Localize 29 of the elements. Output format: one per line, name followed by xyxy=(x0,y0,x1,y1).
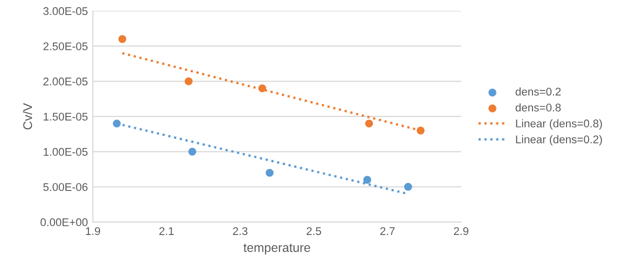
point xyxy=(416,126,425,135)
point xyxy=(184,77,193,86)
y-tick-label: 2.50E-05 xyxy=(43,42,88,50)
x-axis-title: temperature xyxy=(244,244,310,254)
x-tick-label: 2.5 xyxy=(306,227,322,236)
point xyxy=(266,168,274,177)
point xyxy=(188,148,196,156)
y-tick-label: 3.00E-05 xyxy=(43,7,88,16)
x-tick-label: 2.7 xyxy=(380,227,395,235)
point xyxy=(258,84,266,92)
point xyxy=(365,120,374,128)
x-tick-label: 2.9 xyxy=(454,227,468,236)
legend-label: Linear (dens=0.2) xyxy=(516,135,602,146)
x-tick-label: 2.3 xyxy=(233,227,248,236)
y-tick-label: 1.00E-05 xyxy=(44,148,88,156)
x-tick-label: 2.1 xyxy=(159,227,174,235)
y-axis-title: Cv/V xyxy=(22,102,32,130)
point xyxy=(404,182,412,191)
legend-label: dens=0.2 xyxy=(516,87,561,96)
point xyxy=(118,35,126,44)
legend-label: dens=0.8 xyxy=(516,103,561,112)
y-tick-label: 5.00E-06 xyxy=(43,183,88,191)
y-tick-label: 1.50E-05 xyxy=(44,112,88,121)
x-tick-label: 1.9 xyxy=(86,227,100,236)
y-tick-label: 0.00E+00 xyxy=(40,218,88,226)
point xyxy=(363,176,372,184)
legend-label: Linear (dens=0.8) xyxy=(516,119,602,130)
y-tick-label: 2.00E-05 xyxy=(43,78,88,86)
point xyxy=(112,120,121,128)
